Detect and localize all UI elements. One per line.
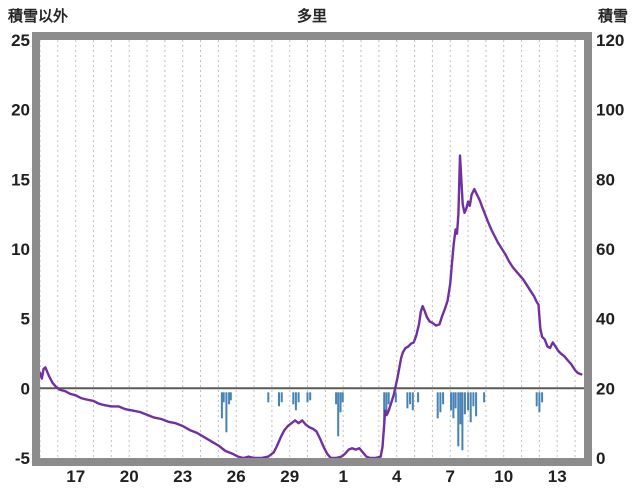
- x-axis-tick-label: 7: [445, 467, 454, 486]
- right-axis-tick-label: 100: [596, 101, 624, 120]
- right-axis-title: 積雪: [597, 8, 628, 25]
- left-axis-tick-label: -5: [15, 449, 30, 468]
- left-axis-title: 積雪以外: [8, 8, 69, 25]
- x-axis-tick-label: 26: [227, 467, 246, 486]
- x-axis-tick-label: 13: [548, 467, 567, 486]
- left-axis-tick-label: 0: [21, 379, 30, 398]
- x-axis-tick-label: 1: [338, 467, 347, 486]
- snow-depth-line: [38, 154, 583, 460]
- right-axis-tick-label: 60: [596, 240, 615, 259]
- x-axis-tick-label: 20: [120, 467, 139, 486]
- right-axis-tick-label: 40: [596, 310, 615, 329]
- x-axis-tick-label: 4: [392, 467, 402, 486]
- left-axis-tick-label: 25: [11, 31, 30, 50]
- left-axis-tick-label: 5: [21, 310, 30, 329]
- right-axis-tick-label: 120: [596, 31, 624, 50]
- right-axis-tick-label: 20: [596, 379, 615, 398]
- x-axis-tick-label: 17: [66, 467, 85, 486]
- left-axis-tick-label: 20: [11, 101, 30, 120]
- x-axis-tick-label: 29: [280, 467, 299, 486]
- right-axis-tick-label: 80: [596, 170, 615, 189]
- left-axis-tick-label: 10: [11, 240, 30, 259]
- right-axis-tick-label: 0: [596, 449, 605, 468]
- left-axis-tick-label: 15: [11, 170, 30, 189]
- plot-frame: [32, 32, 592, 466]
- x-axis-tick-label: 10: [494, 467, 513, 486]
- x-axis-tick-label: 23: [173, 467, 192, 486]
- chart-title: 多里: [296, 8, 327, 25]
